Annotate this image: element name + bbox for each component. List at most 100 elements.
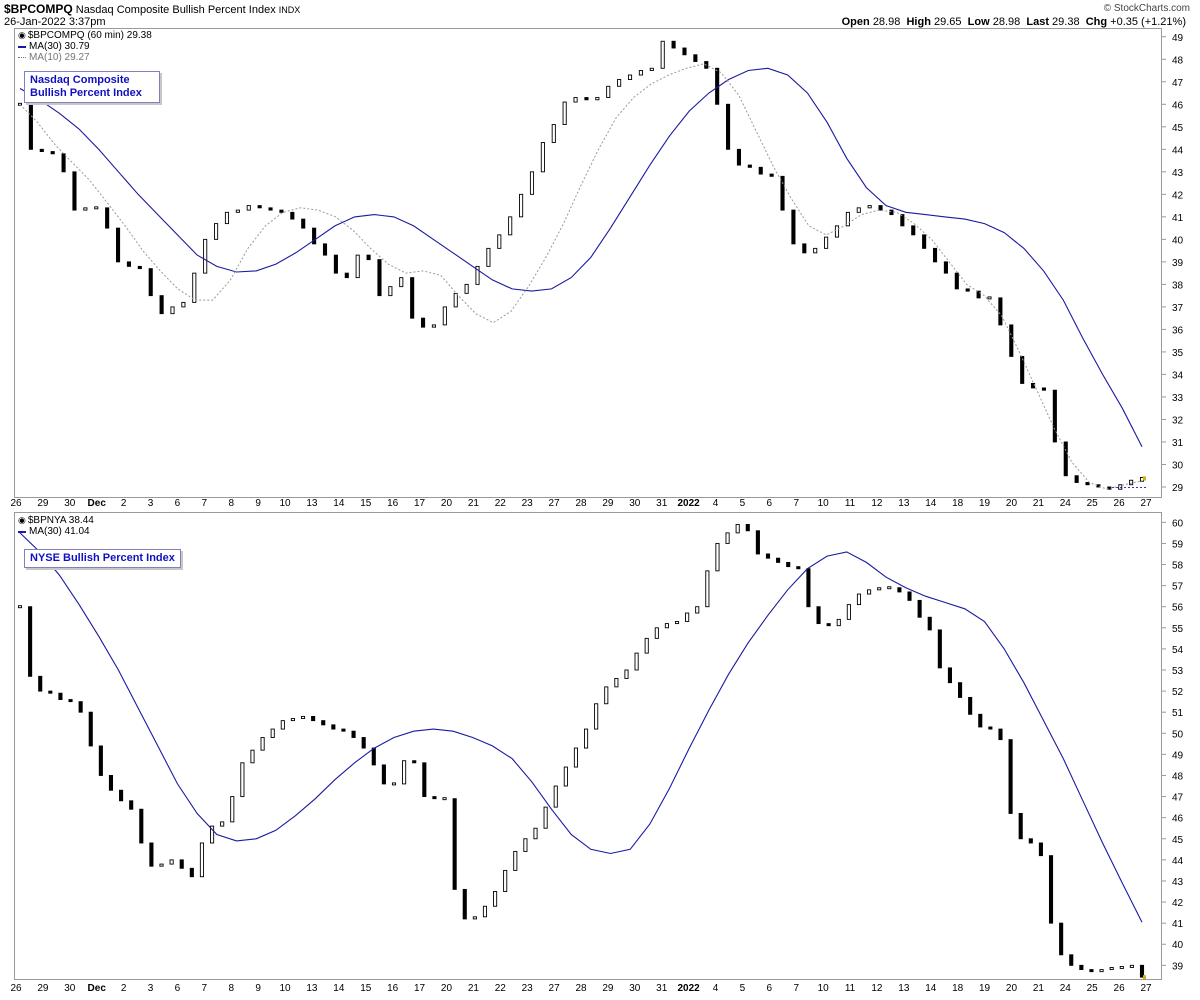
price-bar [159,295,164,315]
chart-exchange: INDX [278,5,301,15]
x-tick-label: 10 [279,983,291,994]
price-bar [129,800,134,810]
price-bar [998,728,1003,741]
price-bar [28,606,33,677]
price-bar [391,782,397,786]
price-bar [584,97,589,101]
x-tick-label: 20 [1006,498,1018,509]
price-bar [867,589,872,595]
price-bar [932,247,938,263]
price-bar [660,40,665,69]
x-tick-label: 30 [629,498,641,509]
y-tick-label: 30 [1172,460,1184,471]
price-bar [388,286,393,297]
x-tick-label: 3 [148,983,154,994]
price-bar [28,103,33,150]
x-tick-label: 7 [793,983,799,994]
price-bar [279,209,284,213]
price-bar [1063,441,1068,477]
y-tick-label: 45 [1172,123,1184,134]
y-tick-label: 56 [1172,603,1184,614]
price-bar [796,566,801,570]
price-bar [148,268,153,297]
price-bar [543,806,548,829]
x-tick-label: 29 [37,983,49,994]
price-bar [927,616,932,631]
price-bar [181,301,186,308]
x-tick-label: Dec [88,498,107,509]
price-bar [917,599,922,618]
price-bar [257,205,262,209]
price-bar [189,867,194,878]
y-tick-label: 54 [1172,645,1184,656]
x-tick-label: 27 [1140,498,1152,509]
price-bar [540,142,545,173]
price-bar [726,103,731,150]
price-bar [529,171,535,195]
price-bar [758,166,763,175]
price-bar [1028,838,1033,844]
x-tick-label: 11 [845,983,856,994]
price-bar [290,211,295,220]
price-bar [220,821,225,827]
legend-price: $BPCOMPQ (60 min) 29.38 [27,30,152,41]
price-bar [911,225,916,236]
price-bar [604,686,609,705]
price-bar [68,699,73,703]
x-tick-label: 3 [148,498,154,509]
bpnya-annotation: NYSE Bullish Percent Index [24,549,181,568]
price-bar [442,797,447,801]
y-tick-label: 41 [1172,213,1184,224]
price-bar [562,101,567,126]
x-tick-label: 17 [414,983,426,994]
price-bar [1038,842,1043,857]
x-tick-label: 30 [64,498,76,509]
last-price-marker [1143,975,1146,980]
x-tick-label: 26 [10,498,22,509]
price-bar [519,193,524,218]
y-tick-label: 45 [1172,835,1184,846]
price-bar [361,737,366,749]
x-tick-label: 16 [387,498,399,509]
legend-price-nya: $BPNYA 38.44 [27,515,94,526]
price-bar [119,789,124,802]
price-bar [1089,969,1094,973]
price-bar [551,124,556,144]
y-tick-label: 40 [1172,235,1184,246]
price-bar [475,265,480,285]
price-bar [978,713,983,728]
x-tick-label: 7 [793,498,799,509]
y-tick-label: 44 [1172,145,1184,156]
price-bar [78,701,83,713]
price-bar [988,726,993,730]
x-tick-label: 8 [228,983,234,994]
price-bar [260,737,265,751]
price-bar [402,760,407,785]
price-bar [137,265,142,270]
price-bar [1008,739,1013,814]
price-bar [786,561,791,568]
price-bar [584,728,589,749]
x-tick-label: 5 [740,498,746,509]
x-tick-label: 7 [202,983,208,994]
x-tick-label: 13 [898,983,910,994]
y-tick-label: 49 [1172,750,1184,761]
y-tick-label: 37 [1172,303,1184,314]
price-bar [856,207,861,213]
bpcompq-legend: ◉ $BPCOMPQ (60 min) 29.38 MA(30) 30.79 MA… [18,30,152,63]
x-tick-label: 21 [468,983,480,994]
price-bar [1074,475,1079,483]
price-bar [1020,355,1025,384]
price-bar [169,859,174,865]
price-bar [968,696,973,715]
x-tick-label: 4 [713,983,719,994]
x-tick-label: 28 [575,498,587,509]
x-tick-label: 2 [121,498,127,509]
price-bar [705,570,710,608]
bpcompq-panel [14,28,1162,498]
price-bar [573,747,578,768]
legend-ma30: MA(30) 30.79 [29,41,90,52]
y-tick-label: 47 [1172,793,1184,804]
y-tick-label: 39 [1172,961,1184,972]
price-bar [624,669,629,679]
